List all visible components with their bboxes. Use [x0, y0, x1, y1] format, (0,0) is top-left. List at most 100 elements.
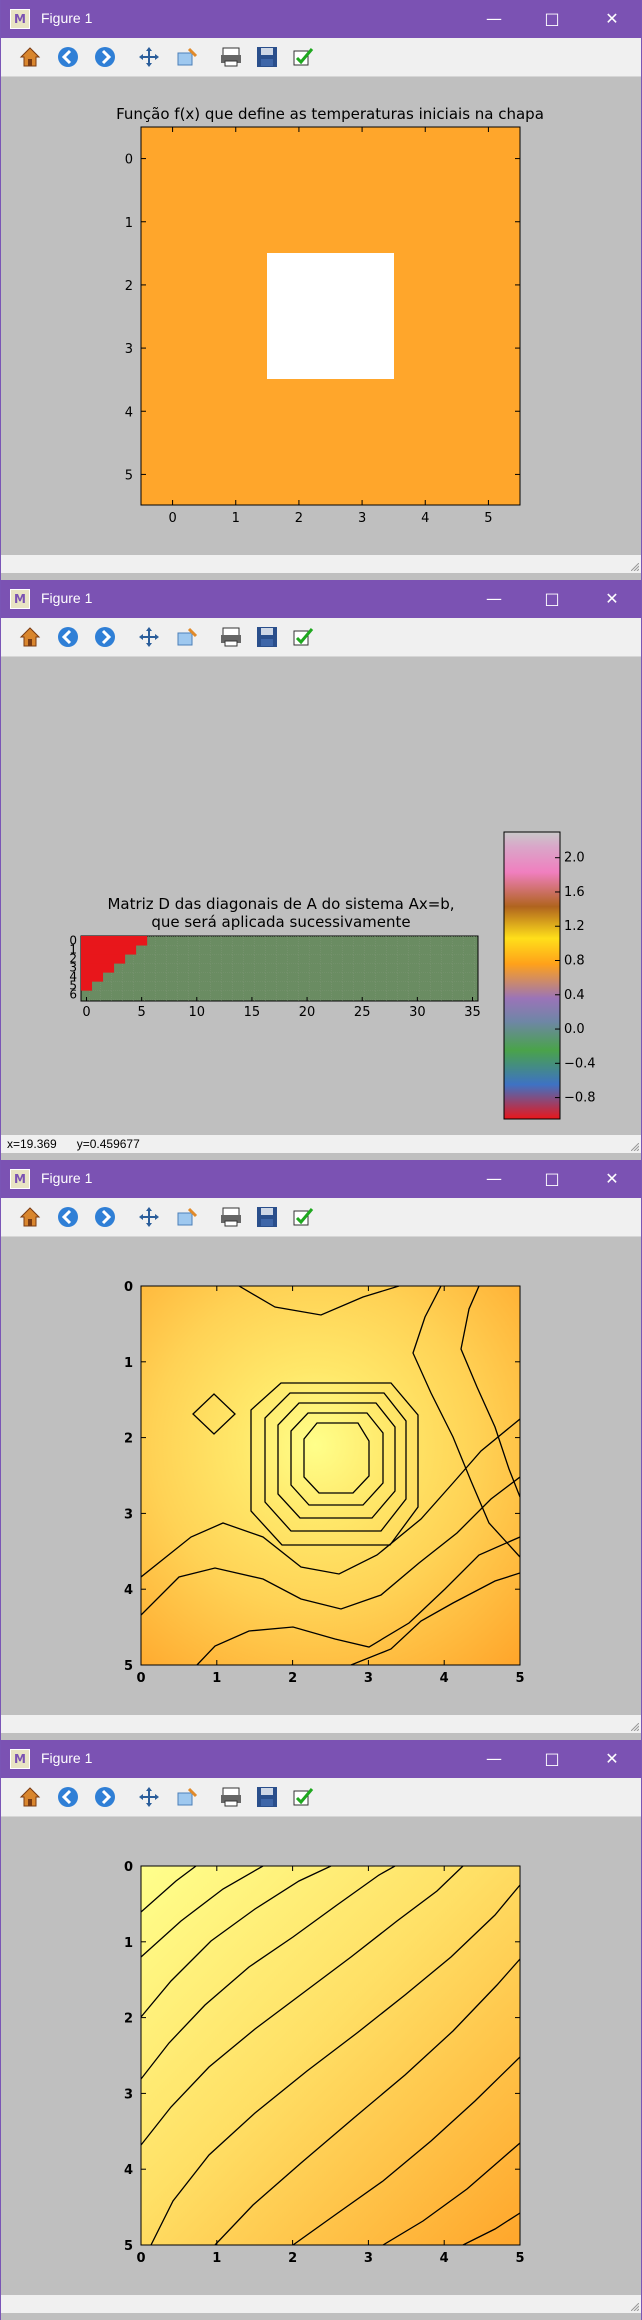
edit-axes-icon[interactable] — [291, 1205, 315, 1229]
zoom-icon[interactable] — [175, 1785, 199, 1809]
plot-title: Função f(x) que define as temperaturas i… — [116, 105, 544, 123]
title-bar[interactable]: M Figure 1 — □ ✕ — [1, 1160, 641, 1198]
y-tick-label: 3 — [124, 2087, 133, 2102]
back-icon[interactable] — [56, 1205, 80, 1229]
minimize-button[interactable]: — — [486, 1749, 502, 1768]
save-icon[interactable] — [255, 625, 279, 649]
close-button[interactable]: ✕ — [605, 589, 619, 608]
y-tick-label: 5 — [69, 979, 77, 993]
minimize-button[interactable]: — — [486, 9, 502, 28]
minimize-button[interactable]: — — [486, 589, 502, 608]
zoom-icon[interactable] — [175, 625, 199, 649]
axes-frame — [140, 1285, 521, 1666]
colorbar-tick-label: −0.4 — [564, 1056, 596, 1071]
close-button[interactable]: ✕ — [605, 9, 619, 28]
resize-grip-icon[interactable] — [631, 2303, 639, 2311]
matplotlib-app-icon: M — [10, 1749, 30, 1769]
y-tick-label: 4 — [69, 970, 77, 984]
x-tick-label: 15 — [244, 1005, 261, 1020]
save-icon[interactable] — [255, 1205, 279, 1229]
matrix-red-row — [81, 936, 148, 946]
minimize-button[interactable]: — — [486, 1169, 502, 1188]
configure-subplots-icon[interactable] — [219, 1205, 243, 1229]
title-bar[interactable]: M Figure 1 — □ ✕ — [1, 0, 641, 38]
x-tick-label: 0 — [82, 1005, 90, 1020]
status-text — [1, 2297, 7, 2311]
y-tick-label: 0 — [124, 1280, 133, 1295]
edit-axes-icon[interactable] — [291, 625, 315, 649]
back-icon[interactable] — [56, 45, 80, 69]
configure-subplots-icon[interactable] — [219, 1785, 243, 1809]
figure-canvas[interactable]: Matriz D das diagonais de A do sistema A… — [1, 657, 641, 1135]
forward-icon[interactable] — [93, 625, 117, 649]
resize-grip-icon[interactable] — [631, 563, 639, 571]
y-tick-label: 3 — [124, 1507, 133, 1522]
y-tick-label: 1 — [69, 943, 77, 957]
figure-canvas[interactable]: 0 1 2 3 4 5 0 1 2 3 4 5 — [1, 1817, 641, 2295]
resize-grip-icon[interactable] — [631, 1723, 639, 1731]
edit-axes-icon[interactable] — [291, 1785, 315, 1809]
y-tick-label: 0 — [124, 1860, 133, 1875]
forward-icon[interactable] — [93, 1205, 117, 1229]
y-axis: 0 1 2 3 4 5 — [124, 1860, 520, 2254]
pan-icon[interactable] — [137, 45, 161, 69]
edit-axes-icon[interactable] — [291, 45, 315, 69]
figure-window-4: M Figure 1 — □ ✕ — [0, 1740, 642, 2320]
close-button[interactable]: ✕ — [605, 1169, 619, 1188]
save-icon[interactable] — [255, 1785, 279, 1809]
contour-fill — [141, 1866, 520, 2245]
plot-svg: Função f(x) que define as temperaturas i… — [116, 105, 544, 526]
home-icon[interactable] — [18, 1205, 42, 1229]
x-tick-label: 4 — [421, 511, 429, 526]
colorbar-tick-label: −0.8 — [564, 1091, 596, 1106]
home-icon[interactable] — [18, 1785, 42, 1809]
navigation-toolbar — [1, 1778, 641, 1817]
close-button[interactable]: ✕ — [605, 1749, 619, 1768]
maximize-button[interactable]: □ — [544, 1749, 560, 1768]
x-tick-label: 0 — [136, 2251, 145, 2266]
pan-icon[interactable] — [137, 625, 161, 649]
resize-grip-icon[interactable] — [631, 1143, 639, 1151]
title-bar[interactable]: M Figure 1 — □ ✕ — [1, 1740, 641, 1778]
home-icon[interactable] — [18, 45, 42, 69]
zoom-icon[interactable] — [175, 45, 199, 69]
x-axis: 0 1 2 3 4 5 — [136, 1286, 525, 1686]
maximize-button[interactable]: □ — [544, 589, 560, 608]
configure-subplots-icon[interactable] — [219, 45, 243, 69]
y-axis: 0 1 2 3 4 5 — [125, 153, 520, 483]
cursor-coordinates: x=19.369 y=0.459677 — [7, 1137, 140, 1151]
colorbar-axis: 2.0 1.6 1.2 0.8 0.4 0.0 −0.4 −0.8 — [555, 851, 596, 1106]
x-tick-label: 35 — [464, 1005, 481, 1020]
figure-canvas[interactable]: 0 1 2 3 4 5 0 1 2 3 4 5 — [1, 1237, 641, 1715]
x-tick-label: 3 — [358, 511, 366, 526]
maximize-button[interactable]: □ — [544, 9, 560, 28]
x-tick-label: 4 — [440, 2251, 449, 2266]
contour-lines — [141, 1286, 520, 1665]
x-tick-label: 5 — [484, 511, 492, 526]
save-icon[interactable] — [255, 45, 279, 69]
back-icon[interactable] — [56, 1785, 80, 1809]
configure-subplots-icon[interactable] — [219, 625, 243, 649]
forward-icon[interactable] — [93, 1785, 117, 1809]
pan-icon[interactable] — [137, 1205, 161, 1229]
figure-canvas[interactable]: Função f(x) que define as temperaturas i… — [1, 77, 641, 555]
y-tick-label: 1 — [124, 1356, 133, 1371]
colorbar-tick-label: 0.8 — [564, 954, 585, 969]
y-tick-label: 5 — [125, 468, 133, 483]
pan-icon[interactable] — [137, 1785, 161, 1809]
window-title: Figure 1 — [41, 1750, 93, 1766]
x-tick-label: 5 — [515, 2251, 524, 2266]
status-text — [1, 557, 7, 571]
matrix-red-band — [81, 936, 148, 991]
title-bar[interactable]: M Figure 1 — □ ✕ — [1, 580, 641, 618]
back-icon[interactable] — [56, 625, 80, 649]
navigation-toolbar — [1, 1198, 641, 1237]
maximize-button[interactable]: □ — [544, 1169, 560, 1188]
y-tick-label: 2 — [124, 2012, 133, 2027]
home-icon[interactable] — [18, 625, 42, 649]
y-tick-label: 2 — [69, 952, 77, 966]
y-tick-label: 3 — [125, 342, 133, 357]
window-title: Figure 1 — [41, 590, 93, 606]
forward-icon[interactable] — [93, 45, 117, 69]
zoom-icon[interactable] — [175, 1205, 199, 1229]
